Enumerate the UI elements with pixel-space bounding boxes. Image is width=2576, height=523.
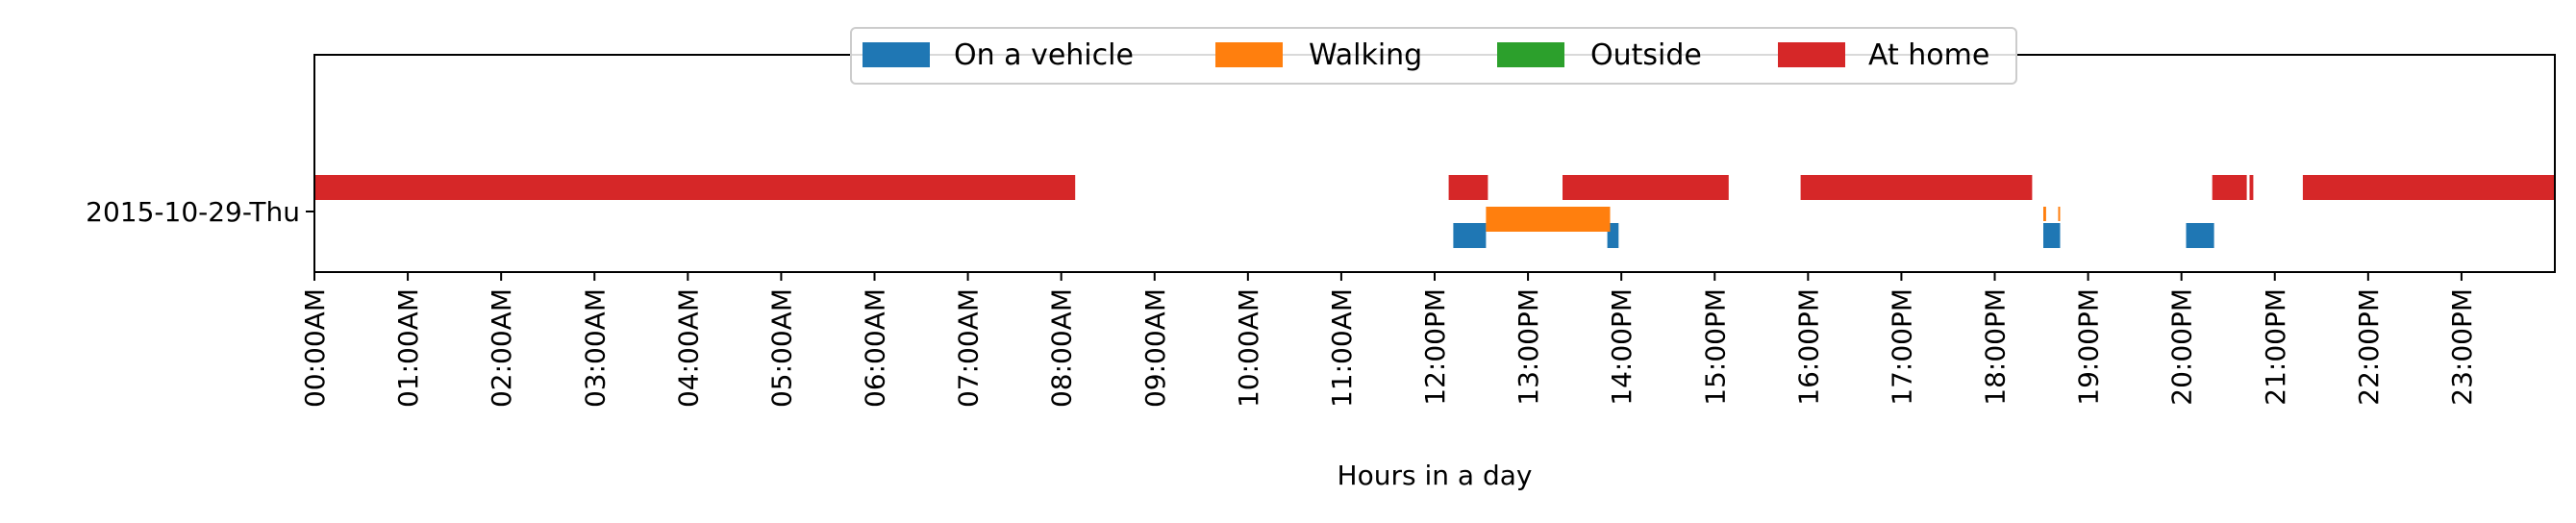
x-tick-label-3: 03:00AM (579, 288, 611, 408)
bar-at-home-6 (2302, 175, 2555, 200)
legend-label-walking: Walking (1309, 38, 1422, 72)
legend-label-on-a-vehicle: On a vehicle (954, 38, 1134, 72)
x-tick-label-20: 20:00PM (2166, 288, 2198, 406)
x-tick-label-12: 12:00PM (1419, 288, 1451, 406)
x-tick-label-23: 23:00PM (2446, 288, 2478, 406)
x-tick-label-15: 15:00PM (1699, 288, 1731, 406)
legend-box (850, 27, 2017, 85)
legend-swatch-at-home (1778, 42, 1845, 67)
legend-swatch-outside (1497, 42, 1564, 67)
x-tick-label-19: 19:00PM (2073, 288, 2105, 406)
x-tick-label-6: 06:00AM (860, 288, 891, 408)
x-tick-label-1: 01:00AM (392, 288, 424, 408)
x-tick-label-22: 22:00PM (2353, 288, 2385, 406)
x-tick-label-8: 08:00AM (1046, 288, 1078, 408)
x-axis: 00:00AM 01:00AM 02:00AM 03:00AM 04:00AM 05:00… (299, 272, 2478, 408)
legend-label-at-home: At home (1868, 38, 1989, 72)
bar-walking-2 (2058, 207, 2061, 221)
bar-at-home-3 (1800, 175, 2033, 200)
bar-on-a-vehicle-1 (1607, 223, 1619, 248)
x-tick-label-21: 21:00PM (2260, 288, 2291, 406)
bar-at-home-2 (1563, 175, 1729, 200)
legend: On a vehicle Walking Outside At home (850, 27, 2017, 85)
bar-on-a-vehicle-2 (2043, 223, 2061, 248)
x-tick-label-11: 11:00AM (1326, 288, 1358, 408)
bar-at-home-4 (2212, 175, 2247, 200)
x-tick-label-14: 14:00PM (1606, 288, 1638, 406)
bar-on-a-vehicle-3 (2186, 223, 2214, 248)
x-tick-label-16: 16:00PM (1792, 288, 1824, 406)
bar-walking-0 (1486, 207, 1611, 232)
bar-at-home-1 (1448, 175, 1488, 200)
x-axis-label: Hours in a day (1338, 460, 1533, 491)
y-tick-label-0: 2015-10-29-Thu (86, 196, 300, 228)
legend-swatch-walking (1215, 42, 1283, 67)
x-tick-label-13: 13:00PM (1513, 288, 1544, 406)
bar-at-home-5 (2249, 175, 2254, 200)
x-tick-label-7: 07:00AM (953, 288, 985, 408)
x-tick-label-2: 02:00AM (486, 288, 517, 408)
bar-at-home-0 (314, 175, 1076, 200)
bar-walking-1 (2043, 207, 2046, 221)
x-tick-label-9: 09:00AM (1139, 288, 1171, 408)
bars-layer (314, 175, 2555, 248)
plot-frame (313, 54, 2556, 273)
x-tick-label-5: 05:00AM (765, 288, 797, 408)
legend-swatch-on-a-vehicle (863, 42, 930, 67)
x-tick-label-4: 04:00AM (672, 288, 704, 408)
x-tick-label-0: 00:00AM (299, 288, 331, 408)
x-tick-label-18: 18:00PM (1980, 288, 2012, 406)
y-axis: 2015-10-29-Thu (86, 196, 314, 228)
bar-on-a-vehicle-0 (1453, 223, 1487, 248)
x-tick-label-10: 10:00AM (1233, 288, 1264, 408)
legend-label-outside: Outside (1590, 38, 1702, 72)
x-tick-label-17: 17:00PM (1886, 288, 1917, 406)
